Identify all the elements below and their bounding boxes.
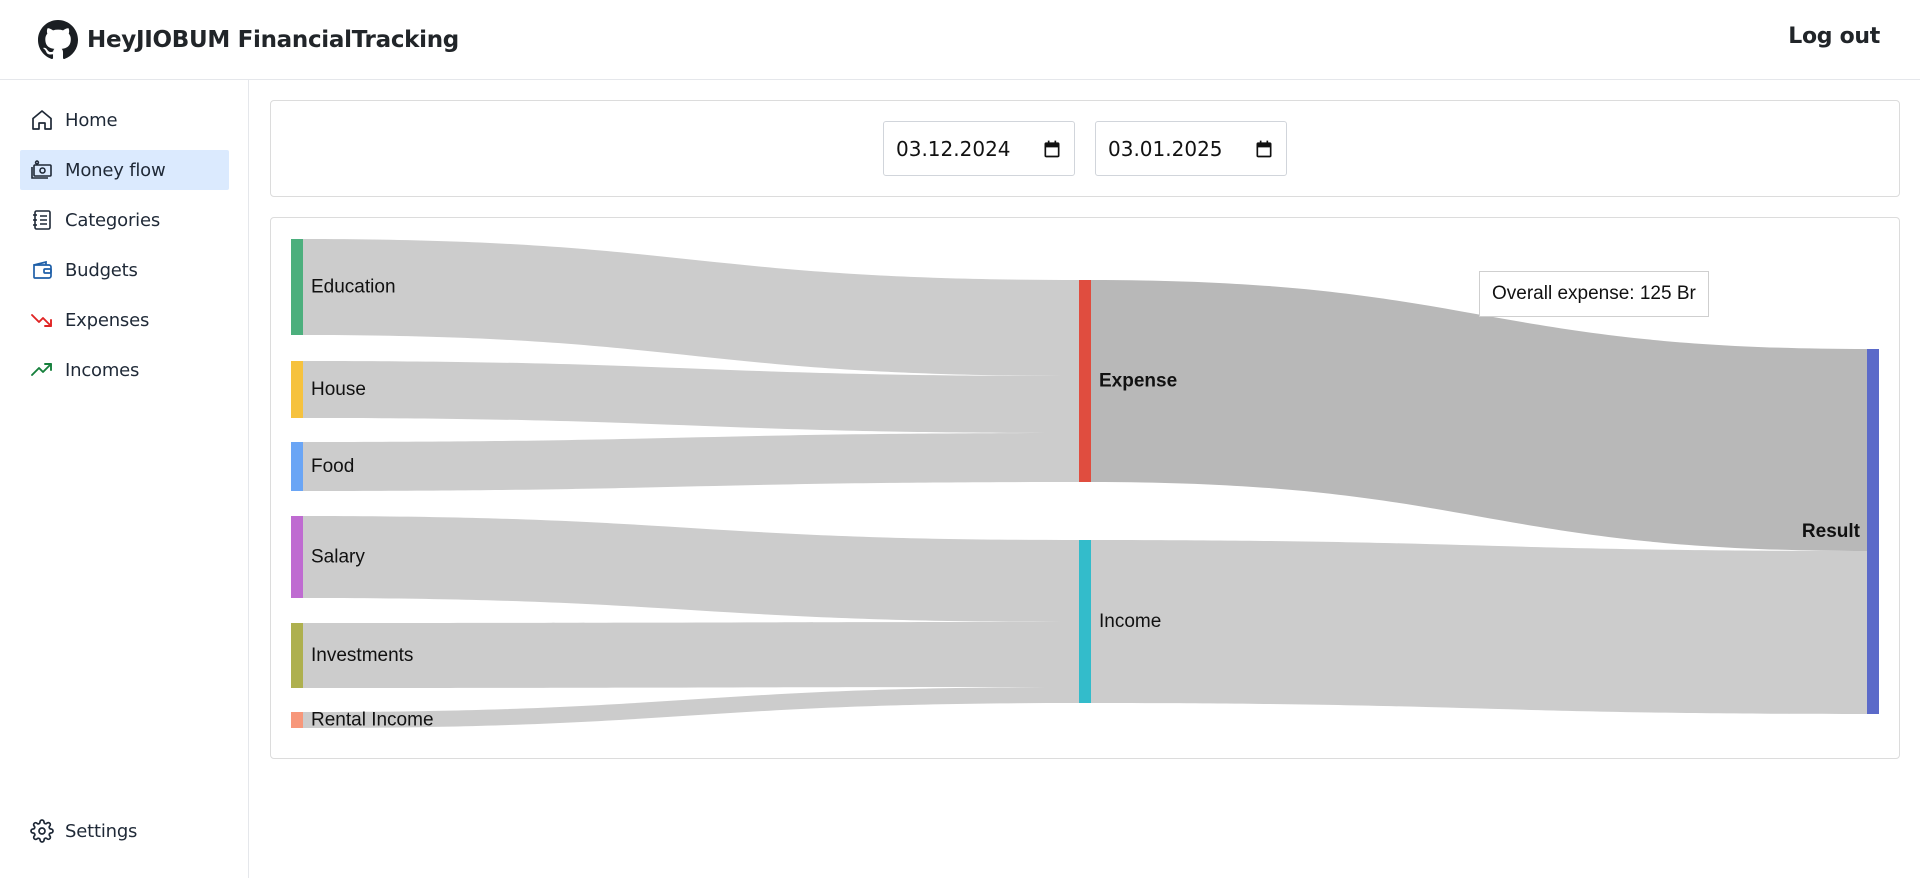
money-icon [31, 160, 52, 179]
sankey-label-result: Result [1802, 521, 1861, 542]
sankey-link-income-to-result[interactable] [1091, 540, 1867, 714]
sankey-label-salary: Salary [311, 547, 365, 568]
app-title: HeyJIOBUM FinancialTracking [87, 27, 459, 53]
sankey-link-salary-to-income[interactable] [303, 516, 1079, 622]
sidebar-item-budgets[interactable]: Budgets [20, 250, 229, 290]
sidebar-item-label: Categories [65, 209, 161, 231]
trend-up-icon [31, 363, 52, 376]
sidebar-item-label: Home [65, 109, 118, 131]
sidebar-item-label: Incomes [65, 359, 140, 381]
sidebar-item-label: Expenses [65, 309, 150, 331]
sidebar-item-label: Money flow [65, 159, 166, 181]
sankey-chart[interactable]: Education House Food Salary Investments Renta… [271, 218, 1901, 760]
date-to-input[interactable]: 03.01.2025 [1095, 121, 1287, 176]
date-from-input[interactable]: 03.12.2024 [883, 121, 1075, 176]
date-to-value: 03.01.2025 [1108, 136, 1223, 161]
sankey-node-income[interactable] [1079, 540, 1091, 703]
sankey-label-education: Education [311, 277, 396, 298]
gear-icon [30, 819, 54, 843]
list-icon [33, 210, 51, 230]
sankey-label-investments: Investments [311, 645, 413, 666]
sankey-label-expense: Expense [1099, 371, 1177, 392]
chart-tooltip: Overall expense: 125 Br [1479, 271, 1709, 317]
sidebar-item-home[interactable]: Home [20, 100, 229, 140]
sankey-label-rental-income: Rental Income [311, 710, 434, 731]
trend-down-icon [31, 314, 52, 327]
app-header: HeyJIOBUM FinancialTracking Log out [0, 0, 1920, 80]
sankey-link-education-to-expense[interactable] [303, 239, 1079, 376]
wallet-icon [33, 260, 52, 279]
sidebar-item-label: Settings [65, 820, 138, 842]
sankey-link-house-to-expense[interactable] [303, 361, 1079, 433]
brand-link[interactable]: HeyJIOBUM FinancialTracking [38, 20, 459, 60]
sankey-link-investments-to-income[interactable] [303, 622, 1079, 688]
github-icon [38, 20, 78, 60]
sankey-label-income: Income [1099, 611, 1161, 632]
sankey-node-food[interactable] [291, 442, 303, 491]
sankey-node-house[interactable] [291, 361, 303, 418]
sidebar-item-expenses[interactable]: Expenses [20, 300, 229, 340]
sankey-node-investments[interactable] [291, 623, 303, 688]
money-flow-chart-panel: Education House Food Salary Investments Renta… [270, 217, 1900, 759]
sankey-node-salary[interactable] [291, 516, 303, 598]
sidebar: Home Money flow Categories Budgets Expen… [0, 80, 249, 878]
sankey-link-rental-income-to-income[interactable] [303, 687, 1079, 728]
sankey-node-rental-income[interactable] [291, 712, 303, 728]
logout-button[interactable]: Log out [1788, 24, 1880, 49]
date-filter-panel: 03.12.2024 03.01.2025 [270, 100, 1900, 197]
sankey-label-house: House [311, 379, 366, 400]
calendar-icon[interactable] [1254, 139, 1274, 159]
date-from-value: 03.12.2024 [896, 136, 1011, 161]
sankey-node-result[interactable] [1867, 349, 1879, 714]
sankey-link-food-to-expense[interactable] [303, 433, 1079, 491]
sidebar-item-incomes[interactable]: Incomes [20, 350, 229, 390]
sankey-link-expense-to-result[interactable] [1091, 280, 1867, 551]
sankey-node-education[interactable] [291, 239, 303, 335]
home-icon [32, 110, 52, 130]
sankey-label-food: Food [311, 456, 354, 477]
sidebar-item-categories[interactable]: Categories [20, 200, 229, 240]
sankey-node-expense[interactable] [1079, 280, 1091, 482]
calendar-icon[interactable] [1042, 139, 1062, 159]
sidebar-item-settings[interactable]: Settings [20, 811, 229, 851]
sidebar-item-money-flow[interactable]: Money flow [20, 150, 229, 190]
sidebar-item-label: Budgets [65, 259, 138, 281]
